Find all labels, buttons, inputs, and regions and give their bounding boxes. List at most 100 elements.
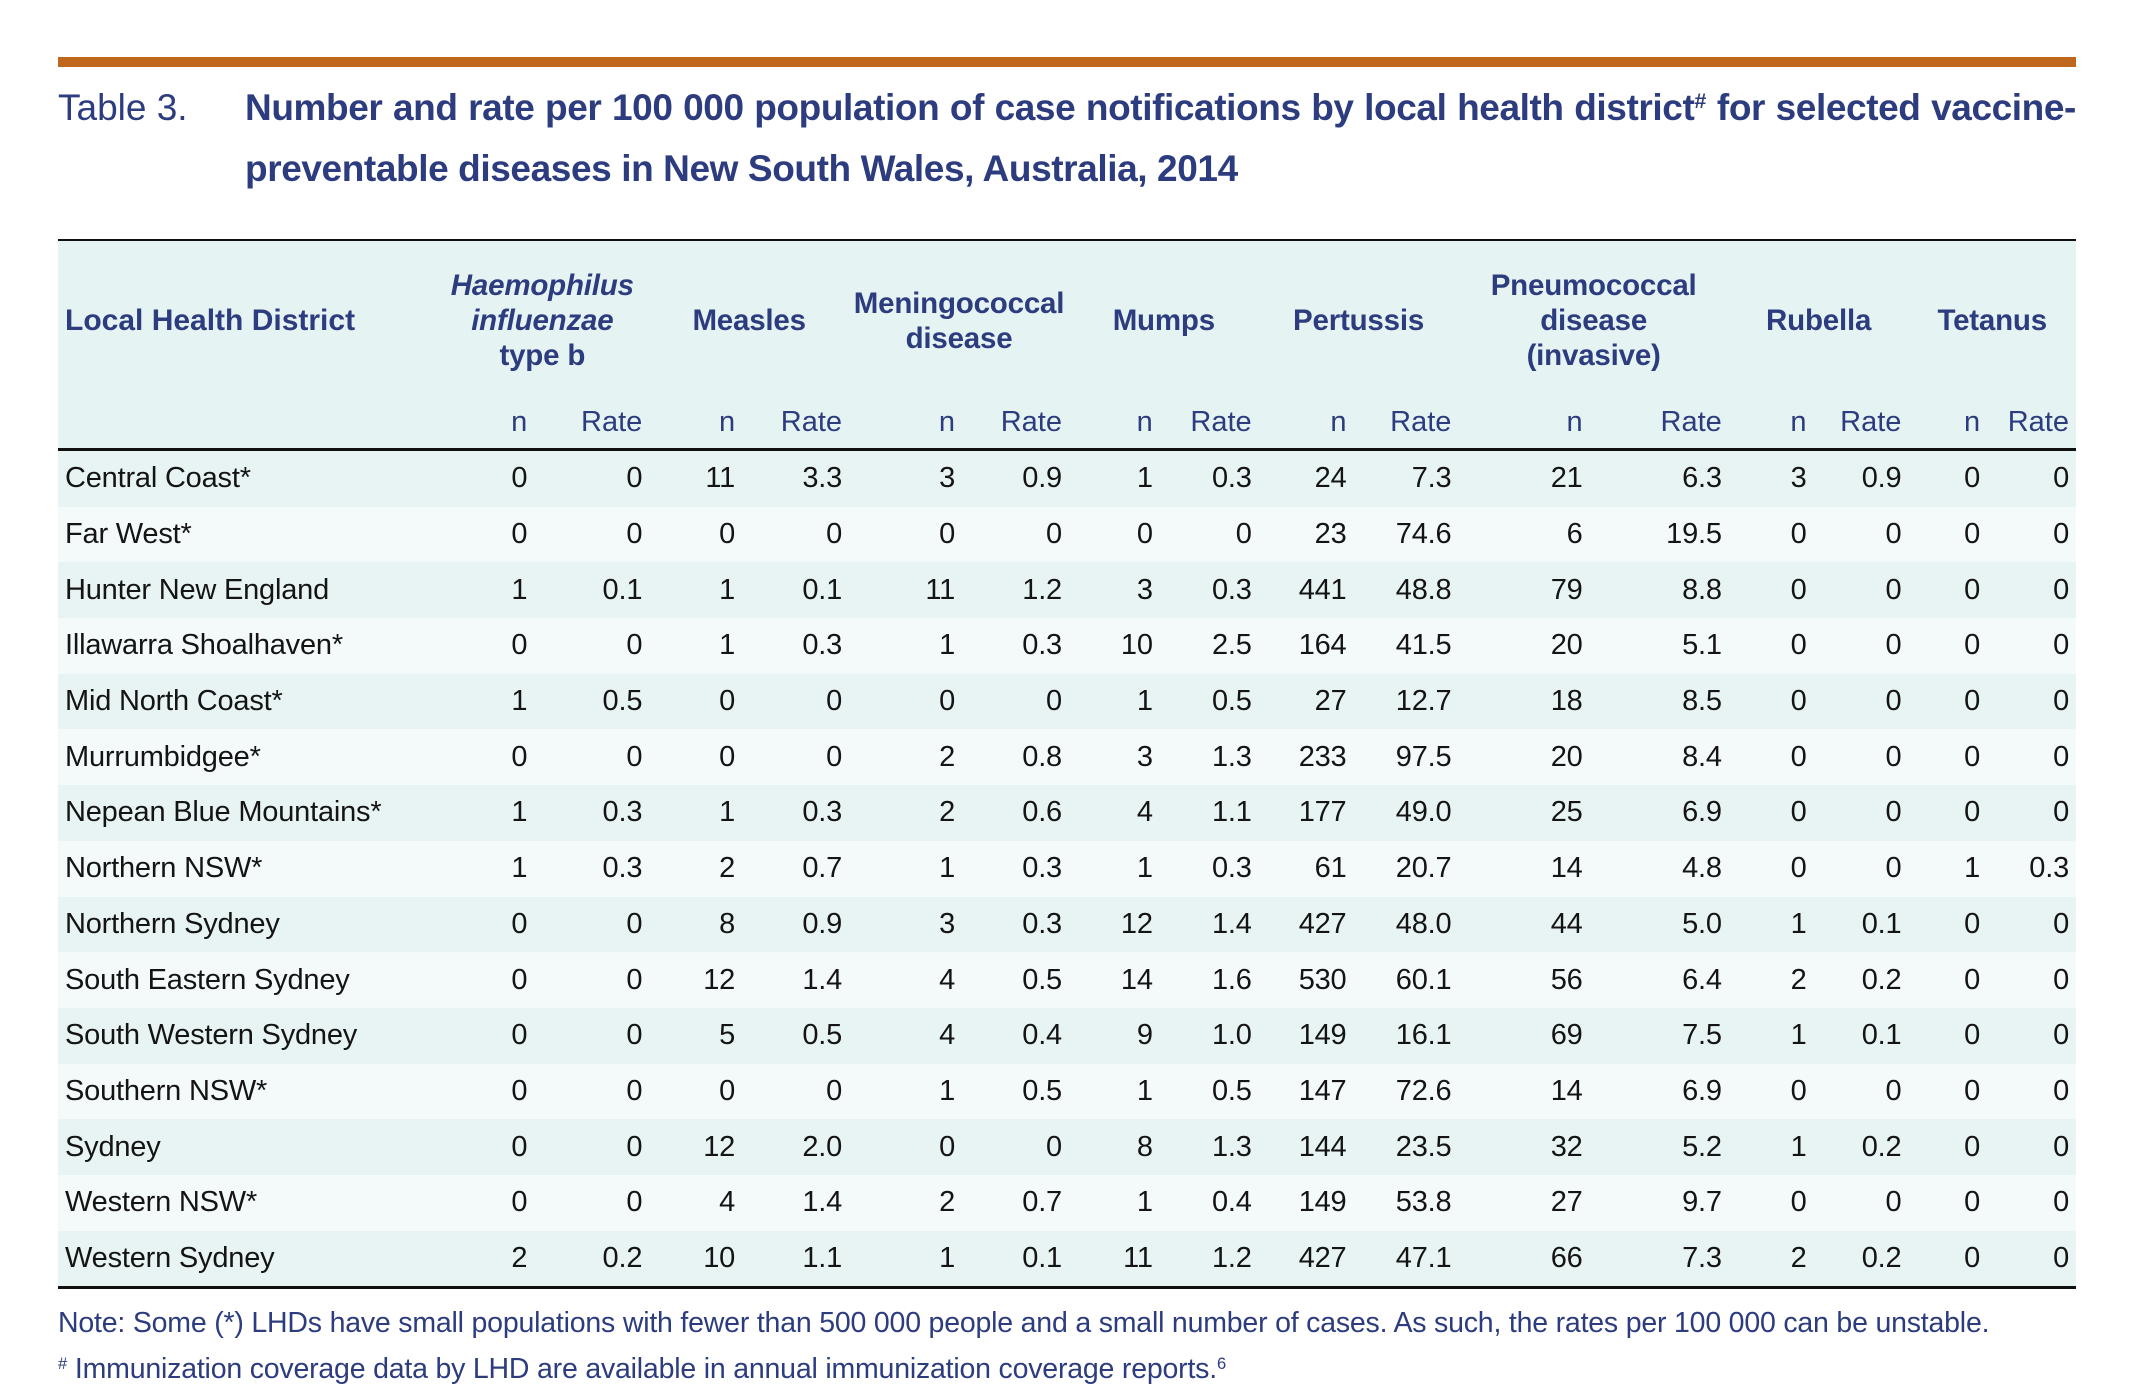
value-cell: 0 — [511, 629, 528, 662]
value-cell: 10 — [1120, 629, 1153, 662]
value-cell: 23.5 — [1395, 1130, 1452, 1163]
value-cell: 0 — [1885, 518, 1902, 551]
value-cell: 0 — [511, 907, 528, 940]
column-group-label: (invasive) — [1526, 339, 1661, 372]
value-cell: 1.3 — [1211, 740, 1252, 773]
value-cell: 1 — [1790, 1130, 1807, 1163]
content-area: Table 3. Number and rate per 100 000 pop… — [58, 57, 2076, 1391]
table-row: Sydney 0 0 12 2.0 0 0 8 1.3 144 23.5 32 5.2 1 0.2 0 0 — [58, 1119, 2076, 1175]
value-cell: 6.9 — [1682, 1074, 1722, 1107]
district-name: Northern NSW* — [65, 852, 263, 885]
value-cell: 0 — [1964, 740, 1981, 773]
value-cell: 4 — [939, 963, 956, 996]
value-cell: 0 — [1790, 629, 1807, 662]
value-cell: 1 — [511, 573, 528, 606]
value-cell: 0 — [1046, 685, 1062, 718]
column-group-label: Pneumococcal — [1490, 269, 1697, 302]
value-cell: 4 — [939, 1019, 956, 1052]
value-cell: 0 — [1885, 629, 1902, 662]
table-row: Illawarra Shoalhaven* 0 0 1 0.3 1 0.3 10 2.5 164 4… — [58, 618, 2076, 674]
value-cell: 8.8 — [1682, 573, 1722, 606]
value-cell: 0.3 — [602, 796, 643, 829]
value-cell: 1 — [719, 629, 736, 662]
value-cell: 0.7 — [1022, 1186, 1062, 1219]
value-cell: 1.1 — [1211, 796, 1252, 829]
value-cell: 164 — [1298, 629, 1347, 662]
note-reference-superscript: 6 — [1216, 1354, 1227, 1374]
value-cell: 0 — [1964, 963, 1981, 996]
table-row: Northern Sydney 0 0 8 0.9 3 0.3 12 1.4 427 48.0 44 5… — [58, 896, 2076, 953]
value-cell: 0 — [1885, 1186, 1902, 1219]
value-cell: 0 — [2053, 963, 2069, 996]
table-title-superscript: # — [1694, 89, 1707, 114]
value-cell: 79 — [1550, 573, 1583, 606]
column-group-label: Pertussis — [1293, 304, 1425, 337]
value-cell: 0 — [2053, 1130, 2069, 1163]
value-cell: 12 — [703, 963, 736, 996]
value-cell: 0 — [939, 685, 956, 718]
note-hash: # Immunization coverage data by LHD are … — [58, 1351, 2076, 1391]
n-header-mumps: n — [1068, 400, 1160, 451]
value-cell: 0 — [826, 740, 843, 773]
value-cell: 0 — [1790, 1186, 1807, 1219]
value-cell: 0 — [1046, 518, 1062, 551]
value-cell: 16.1 — [1395, 1019, 1452, 1052]
value-cell: 97.5 — [1395, 740, 1452, 773]
value-cell: 9 — [1136, 1019, 1153, 1052]
value-cell: 147 — [1298, 1074, 1347, 1107]
vpd-table: Local Health District Haemophilus influen… — [58, 239, 2076, 1290]
n-header-rubella: n — [1728, 400, 1814, 451]
value-cell: 0 — [1790, 852, 1807, 885]
value-cell: 3 — [939, 907, 956, 940]
value-cell: 0.1 — [1022, 1241, 1062, 1274]
value-cell: 7.3 — [1411, 462, 1452, 495]
value-cell: 1 — [1136, 1074, 1153, 1107]
value-cell: 0.3 — [1211, 852, 1252, 885]
value-cell: 1 — [1136, 685, 1153, 718]
value-cell: 0 — [1790, 796, 1807, 829]
district-name: Northern Sydney — [65, 907, 280, 940]
value-cell: 1 — [939, 1074, 956, 1107]
value-cell: 49.0 — [1395, 796, 1452, 829]
value-cell: 0 — [1964, 518, 1981, 551]
value-cell: 4 — [719, 1186, 736, 1219]
value-cell: 0 — [626, 740, 643, 773]
column-group-rubella: Rubella — [1728, 240, 1909, 400]
value-cell: 144 — [1298, 1130, 1347, 1163]
value-cell: 0 — [626, 963, 643, 996]
value-cell: 0 — [511, 1019, 528, 1052]
value-cell: 32 — [1550, 1130, 1583, 1163]
value-cell: 0 — [1964, 1186, 1981, 1219]
value-cell: 0 — [626, 518, 643, 551]
value-cell: 1 — [939, 629, 956, 662]
table-title-text-2: for selected vaccine-preventable disease… — [245, 87, 2076, 189]
value-cell: 1 — [719, 573, 736, 606]
value-cell: 0 — [2053, 629, 2069, 662]
rate-header-pneumococcal: Rate — [1589, 400, 1729, 451]
value-cell: 0.2 — [1861, 1130, 1902, 1163]
value-cell: 1.2 — [1022, 573, 1062, 606]
value-cell: 14 — [1550, 1074, 1583, 1107]
value-cell: 23 — [1314, 518, 1347, 551]
value-cell: 0.3 — [1022, 629, 1062, 662]
district-name: Sydney — [65, 1130, 161, 1163]
value-cell: 0 — [511, 1074, 528, 1107]
value-cell: 2 — [1790, 963, 1807, 996]
column-group-label: Meningococcal — [853, 286, 1065, 320]
table-body: Central Coast* 0 0 11 3.3 3 0.9 1 0.3 24 7.3 21 6.3 3… — [58, 449, 2076, 1288]
value-cell: 0 — [511, 462, 528, 495]
value-cell: 0.5 — [1211, 1074, 1252, 1107]
value-cell: 0 — [1235, 518, 1252, 551]
value-cell: 19.5 — [1666, 518, 1722, 551]
value-cell: 0 — [626, 629, 643, 662]
column-group-hib: Haemophilus influenzae type b — [435, 240, 650, 400]
value-cell: 7.3 — [1682, 1241, 1722, 1274]
district-name: Western Sydney — [65, 1241, 275, 1274]
value-cell: 21 — [1550, 462, 1583, 495]
table-number-label: Table 3. — [58, 87, 188, 128]
value-cell: 0.2 — [1861, 1241, 1902, 1274]
value-cell: 427 — [1298, 907, 1347, 940]
value-cell: 0 — [1885, 740, 1902, 773]
value-cell: 18 — [1550, 685, 1583, 718]
value-cell: 3.3 — [802, 462, 843, 495]
